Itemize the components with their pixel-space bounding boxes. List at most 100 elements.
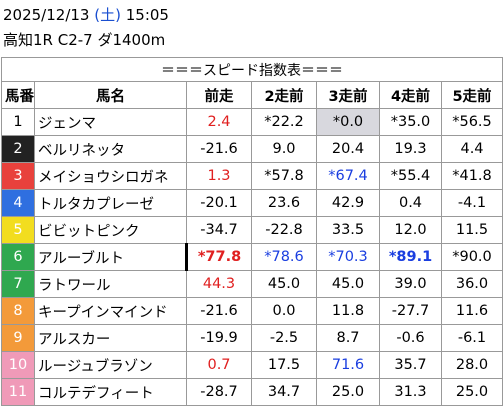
table-title: ＝＝＝スピード指数表＝＝＝ bbox=[1, 57, 503, 82]
horse-name: ベルリネッタ bbox=[34, 135, 187, 163]
speed-index: -28.7 bbox=[186, 378, 252, 406]
column-header: 5走前 bbox=[441, 81, 503, 109]
speed-index: 42.9 bbox=[316, 189, 380, 217]
column-header: 4走前 bbox=[379, 81, 442, 109]
speed-index: -27.7 bbox=[379, 297, 442, 325]
speed-index: *55.4 bbox=[379, 162, 442, 190]
horse-number: 9 bbox=[1, 324, 35, 352]
speed-index: 25.0 bbox=[441, 378, 503, 406]
speed-index: 23.6 bbox=[251, 189, 317, 217]
speed-index: 12.0 bbox=[379, 216, 442, 244]
horse-number: 5 bbox=[1, 216, 35, 244]
horse-row: 8 キープインマインド -21.6 0.0 11.8 -27.7 11.6 bbox=[1, 297, 503, 325]
speed-index: *77.8 bbox=[185, 243, 252, 271]
speed-index: *57.8 bbox=[251, 162, 317, 190]
horse-name: ラトワール bbox=[34, 270, 187, 298]
speed-index: 9.0 bbox=[251, 135, 317, 163]
speed-index: -4.1 bbox=[441, 189, 503, 217]
speed-index: 36.0 bbox=[441, 270, 503, 298]
horse-row: 6 アルーブルト *77.8 *78.6 *70.3 *89.1 *90.0 bbox=[1, 243, 503, 271]
speed-index: *78.6 bbox=[251, 243, 317, 271]
column-header: 3走前 bbox=[316, 81, 380, 109]
weekday: (土) bbox=[94, 6, 121, 24]
speed-index: 35.7 bbox=[379, 351, 442, 379]
speed-index: 45.0 bbox=[316, 270, 380, 298]
speed-index: *0.0 bbox=[316, 108, 380, 136]
speed-index: 19.3 bbox=[379, 135, 442, 163]
horse-number: 3 bbox=[1, 162, 35, 190]
speed-index: -19.9 bbox=[186, 324, 252, 352]
horse-row: 1 ジェンマ 2.4 *22.2 *0.0 *35.0 *56.5 bbox=[1, 108, 503, 136]
horse-row: 9 アルスカー -19.9 -2.5 8.7 -0.6 -6.1 bbox=[1, 324, 503, 352]
speed-table: ＝＝＝スピード指数表＝＝＝ 馬番 馬名 前走 2走前 3走前 4走前 5走前 1 ジェンマ 2.… bbox=[1, 57, 503, 406]
speed-index: *67.4 bbox=[316, 162, 380, 190]
horse-number: 11 bbox=[1, 378, 35, 406]
horse-row: 3 メイショウシロガネ 1.3 *57.8 *67.4 *55.4 *41.8 bbox=[1, 162, 503, 190]
speed-index: -0.6 bbox=[379, 324, 442, 352]
column-header: 馬名 bbox=[34, 81, 187, 109]
horse-name: コルテデフィート bbox=[34, 378, 187, 406]
speed-index: *70.3 bbox=[316, 243, 380, 271]
speed-index: 0.0 bbox=[251, 297, 317, 325]
horse-row: 10 ルージュブラゾン 0.7 17.5 71.6 35.7 28.0 bbox=[1, 351, 503, 379]
column-header: 前走 bbox=[186, 81, 252, 109]
horse-row: 4 トルタカプレーゼ -20.1 23.6 42.9 0.4 -4.1 bbox=[1, 189, 503, 217]
speed-index: 28.0 bbox=[441, 351, 503, 379]
horse-name: メイショウシロガネ bbox=[34, 162, 187, 190]
speed-index: 11.8 bbox=[316, 297, 380, 325]
date-line: 2025/12/13 (土) 15:05 bbox=[3, 5, 169, 25]
horse-number: 1 bbox=[1, 108, 35, 136]
speed-index: 4.4 bbox=[441, 135, 503, 163]
speed-index: 0.7 bbox=[186, 351, 252, 379]
horse-row: 11 コルテデフィート -28.7 34.7 25.0 31.3 25.0 bbox=[1, 378, 503, 406]
speed-index: 25.0 bbox=[316, 378, 380, 406]
speed-index: -22.8 bbox=[251, 216, 317, 244]
speed-index: *89.1 bbox=[379, 243, 442, 271]
speed-index: 20.4 bbox=[316, 135, 380, 163]
horse-number: 4 bbox=[1, 189, 35, 217]
speed-index: -21.6 bbox=[186, 135, 252, 163]
speed-index: *35.0 bbox=[379, 108, 442, 136]
horse-name: キープインマインド bbox=[34, 297, 187, 325]
horse-name: アルーブルト bbox=[34, 243, 187, 271]
time: 15:05 bbox=[125, 6, 169, 24]
horse-number: 8 bbox=[1, 297, 35, 325]
speed-index: -2.5 bbox=[251, 324, 317, 352]
column-header: 馬番 bbox=[1, 81, 35, 109]
speed-index: -20.1 bbox=[186, 189, 252, 217]
speed-index: 2.4 bbox=[186, 108, 252, 136]
speed-index: 1.3 bbox=[186, 162, 252, 190]
speed-index: 31.3 bbox=[379, 378, 442, 406]
speed-index: 44.3 bbox=[186, 270, 252, 298]
column-header: 2走前 bbox=[251, 81, 317, 109]
horse-number: 10 bbox=[1, 351, 35, 379]
horse-row: 5 ビビットピンク -34.7 -22.8 33.5 12.0 11.5 bbox=[1, 216, 503, 244]
speed-index: 8.7 bbox=[316, 324, 380, 352]
speed-index: 11.6 bbox=[441, 297, 503, 325]
horse-name: トルタカプレーゼ bbox=[34, 189, 187, 217]
speed-index: *41.8 bbox=[441, 162, 503, 190]
horse-number: 7 bbox=[1, 270, 35, 298]
horse-number: 6 bbox=[1, 243, 35, 271]
header-row: 馬番 馬名 前走 2走前 3走前 4走前 5走前 bbox=[1, 81, 503, 109]
speed-index: -6.1 bbox=[441, 324, 503, 352]
speed-index: *90.0 bbox=[441, 243, 503, 271]
speed-index: 71.6 bbox=[316, 351, 380, 379]
speed-index: 33.5 bbox=[316, 216, 380, 244]
horse-name: アルスカー bbox=[34, 324, 187, 352]
title-row: ＝＝＝スピード指数表＝＝＝ bbox=[1, 57, 503, 82]
speed-index: *22.2 bbox=[251, 108, 317, 136]
horse-name: ビビットピンク bbox=[34, 216, 187, 244]
date: 2025/12/13 bbox=[3, 6, 90, 24]
horse-name: ルージュブラゾン bbox=[34, 351, 187, 379]
horse-name: ジェンマ bbox=[34, 108, 187, 136]
speed-index: *56.5 bbox=[441, 108, 503, 136]
speed-index: 0.4 bbox=[379, 189, 442, 217]
horse-number: 2 bbox=[1, 135, 35, 163]
horse-row: 7 ラトワール 44.3 45.0 45.0 39.0 36.0 bbox=[1, 270, 503, 298]
race-info: 高知1R C2-7 ダ1400m bbox=[3, 31, 166, 49]
speed-index: 39.0 bbox=[379, 270, 442, 298]
speed-index: -21.6 bbox=[186, 297, 252, 325]
speed-index: 34.7 bbox=[251, 378, 317, 406]
